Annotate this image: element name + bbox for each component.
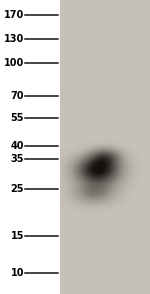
Text: 15: 15 <box>11 231 24 241</box>
Text: 55: 55 <box>11 113 24 123</box>
Text: 170: 170 <box>4 10 24 20</box>
Text: 40: 40 <box>11 141 24 151</box>
Text: 25: 25 <box>11 184 24 194</box>
Text: 100: 100 <box>4 58 24 68</box>
Text: 35: 35 <box>11 154 24 164</box>
Text: 10: 10 <box>11 268 24 278</box>
Text: 130: 130 <box>4 34 24 44</box>
Text: 70: 70 <box>11 91 24 101</box>
